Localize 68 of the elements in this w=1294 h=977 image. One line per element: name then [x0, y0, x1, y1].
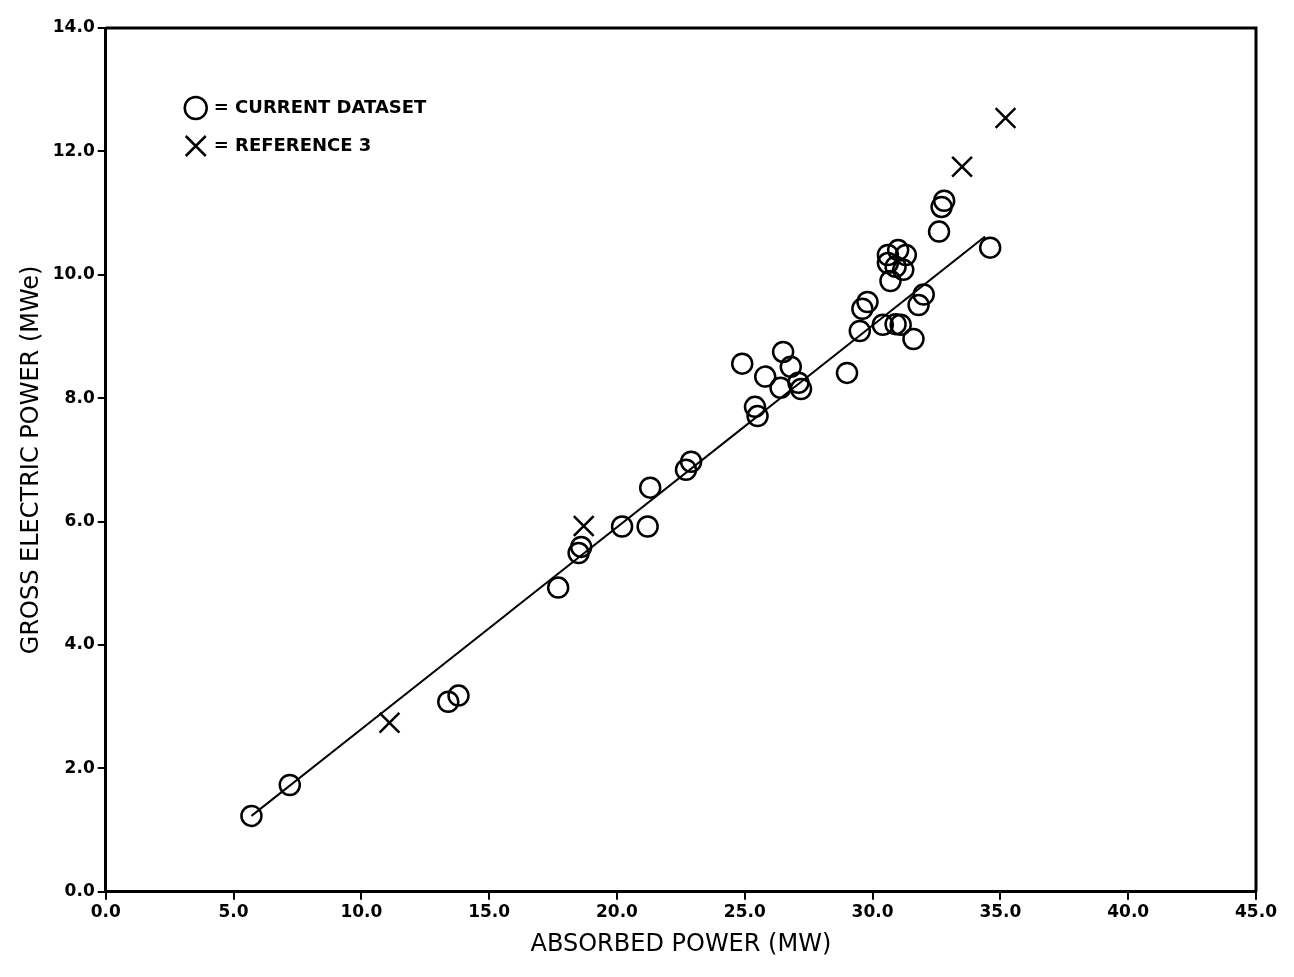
point — [848, 319, 872, 343]
point — [674, 458, 698, 482]
point — [994, 106, 1017, 130]
point — [789, 377, 813, 401]
point — [892, 258, 915, 282]
x-tick-label: 15.0 — [468, 901, 511, 922]
point — [437, 690, 460, 714]
point — [572, 514, 595, 538]
point — [912, 283, 935, 306]
point — [679, 450, 703, 473]
point — [876, 251, 900, 275]
point — [567, 541, 590, 565]
legend-label: = CURRENT DATASET — [213, 95, 428, 117]
y-tick-label: 0.0 — [64, 880, 95, 901]
y-tick-label: 14.0 — [52, 16, 95, 37]
point — [907, 293, 930, 317]
point — [886, 238, 910, 262]
x-tick-label: 0.0 — [90, 901, 121, 922]
point — [746, 404, 769, 428]
y-tick-label: 4.0 — [64, 633, 95, 654]
point — [447, 684, 470, 707]
y-axis-title: GROSS ELECTRIC POWER (MWe) — [15, 265, 44, 655]
x-tick-label: 5.0 — [218, 901, 249, 922]
point — [278, 773, 302, 797]
point — [638, 476, 662, 499]
point — [902, 327, 925, 351]
y-tick-label: 2.0 — [64, 756, 95, 777]
point — [378, 711, 401, 734]
point — [889, 313, 912, 337]
point — [730, 352, 754, 375]
point — [879, 269, 902, 293]
point — [978, 236, 1002, 259]
point — [884, 255, 907, 279]
point — [546, 576, 570, 599]
x-tick-label: 40.0 — [1107, 901, 1150, 922]
point — [610, 515, 634, 538]
point — [769, 376, 792, 399]
legend-label: = REFERENCE 3 — [213, 133, 372, 155]
y-tick-label: 8.0 — [64, 386, 95, 407]
x-axis-title: ABSORBED POWER (MW) — [530, 928, 832, 957]
x-tick-label: 30.0 — [851, 901, 894, 922]
point — [787, 371, 810, 395]
point — [871, 313, 895, 337]
y-tick-label: 10.0 — [52, 263, 95, 284]
point — [569, 535, 593, 559]
point — [932, 189, 956, 213]
point — [240, 804, 263, 828]
x-tick-label: 45.0 — [1235, 901, 1278, 922]
point — [753, 365, 777, 388]
point — [876, 243, 900, 267]
x-tick-label: 20.0 — [595, 901, 639, 922]
x-tick-label: 35.0 — [979, 901, 1022, 922]
x-tick-label: 25.0 — [723, 901, 766, 922]
point — [894, 243, 918, 267]
point — [930, 195, 953, 219]
x-tick-label: 10.0 — [340, 901, 383, 922]
point — [950, 155, 974, 178]
point — [835, 361, 859, 385]
y-tick-label: 12.0 — [52, 139, 95, 160]
point — [771, 340, 795, 364]
point — [779, 355, 803, 378]
point — [927, 220, 951, 243]
y-tick-label: 6.0 — [64, 510, 95, 531]
point — [884, 312, 907, 336]
point — [856, 290, 879, 314]
point — [851, 297, 874, 320]
point — [743, 395, 767, 419]
point — [636, 515, 659, 538]
